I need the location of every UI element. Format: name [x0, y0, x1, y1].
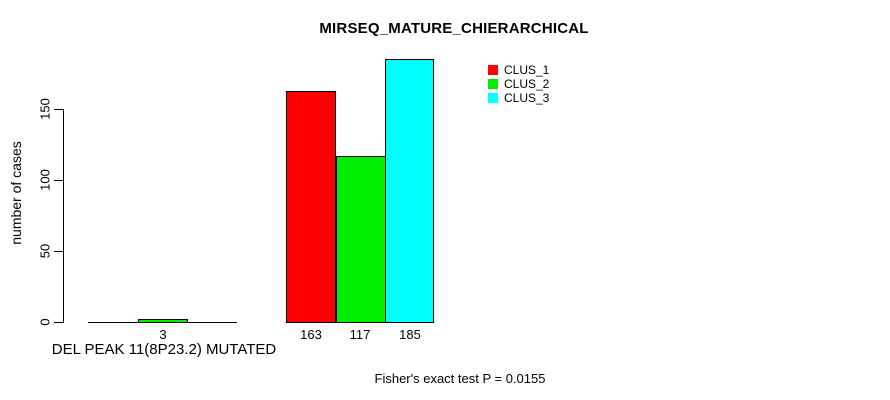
bar-value-group2-clus3: 185: [399, 327, 421, 342]
chart-title: MIRSEQ_MATURE_CHIERARCHICAL: [319, 20, 589, 37]
y-tick-label-0: 0: [37, 318, 53, 326]
bar-group1-clus1: [88, 322, 138, 323]
y-tick-100: [54, 180, 63, 181]
y-axis-line: [63, 109, 64, 323]
y-tick-150: [54, 109, 63, 110]
legend-swatch-clus3: [488, 93, 498, 103]
legend-label-clus2: CLUS_2: [504, 77, 550, 91]
bar-value-group2-clus1: 163: [300, 327, 322, 342]
fisher-test-annotation: Fisher's exact test P = 0.0155: [374, 371, 546, 386]
bar-group2-clus3: [385, 59, 434, 323]
legend-label-clus1: CLUS_1: [504, 63, 550, 77]
legend: CLUS_1 CLUS_2 CLUS_3: [488, 63, 549, 105]
bar-value-group1-clus2: 3: [159, 327, 167, 342]
legend-row-clus2: CLUS_2: [488, 77, 549, 91]
y-tick-label-150: 150: [37, 98, 53, 120]
bar-value-group2-clus2: 117: [349, 327, 371, 342]
legend-label-clus3: CLUS_3: [504, 91, 550, 105]
bar-group2-clus1: [286, 91, 336, 323]
y-axis-title: number of cases: [8, 141, 24, 245]
legend-row-clus1: CLUS_1: [488, 63, 549, 77]
legend-swatch-clus1: [488, 65, 498, 75]
x-group-label: DEL PEAK 11(8P23.2) MUTATED: [51, 341, 277, 358]
bar-group1-clus2: [138, 319, 188, 323]
bar-group1-clus3: [187, 322, 237, 323]
y-tick-label-100: 100: [37, 169, 53, 191]
y-tick-50: [54, 251, 63, 252]
y-tick-0: [54, 322, 63, 323]
legend-swatch-clus2: [488, 79, 498, 89]
bar-group2-clus2: [336, 156, 386, 323]
y-tick-label-50: 50: [37, 243, 53, 259]
legend-row-clus3: CLUS_3: [488, 91, 549, 105]
